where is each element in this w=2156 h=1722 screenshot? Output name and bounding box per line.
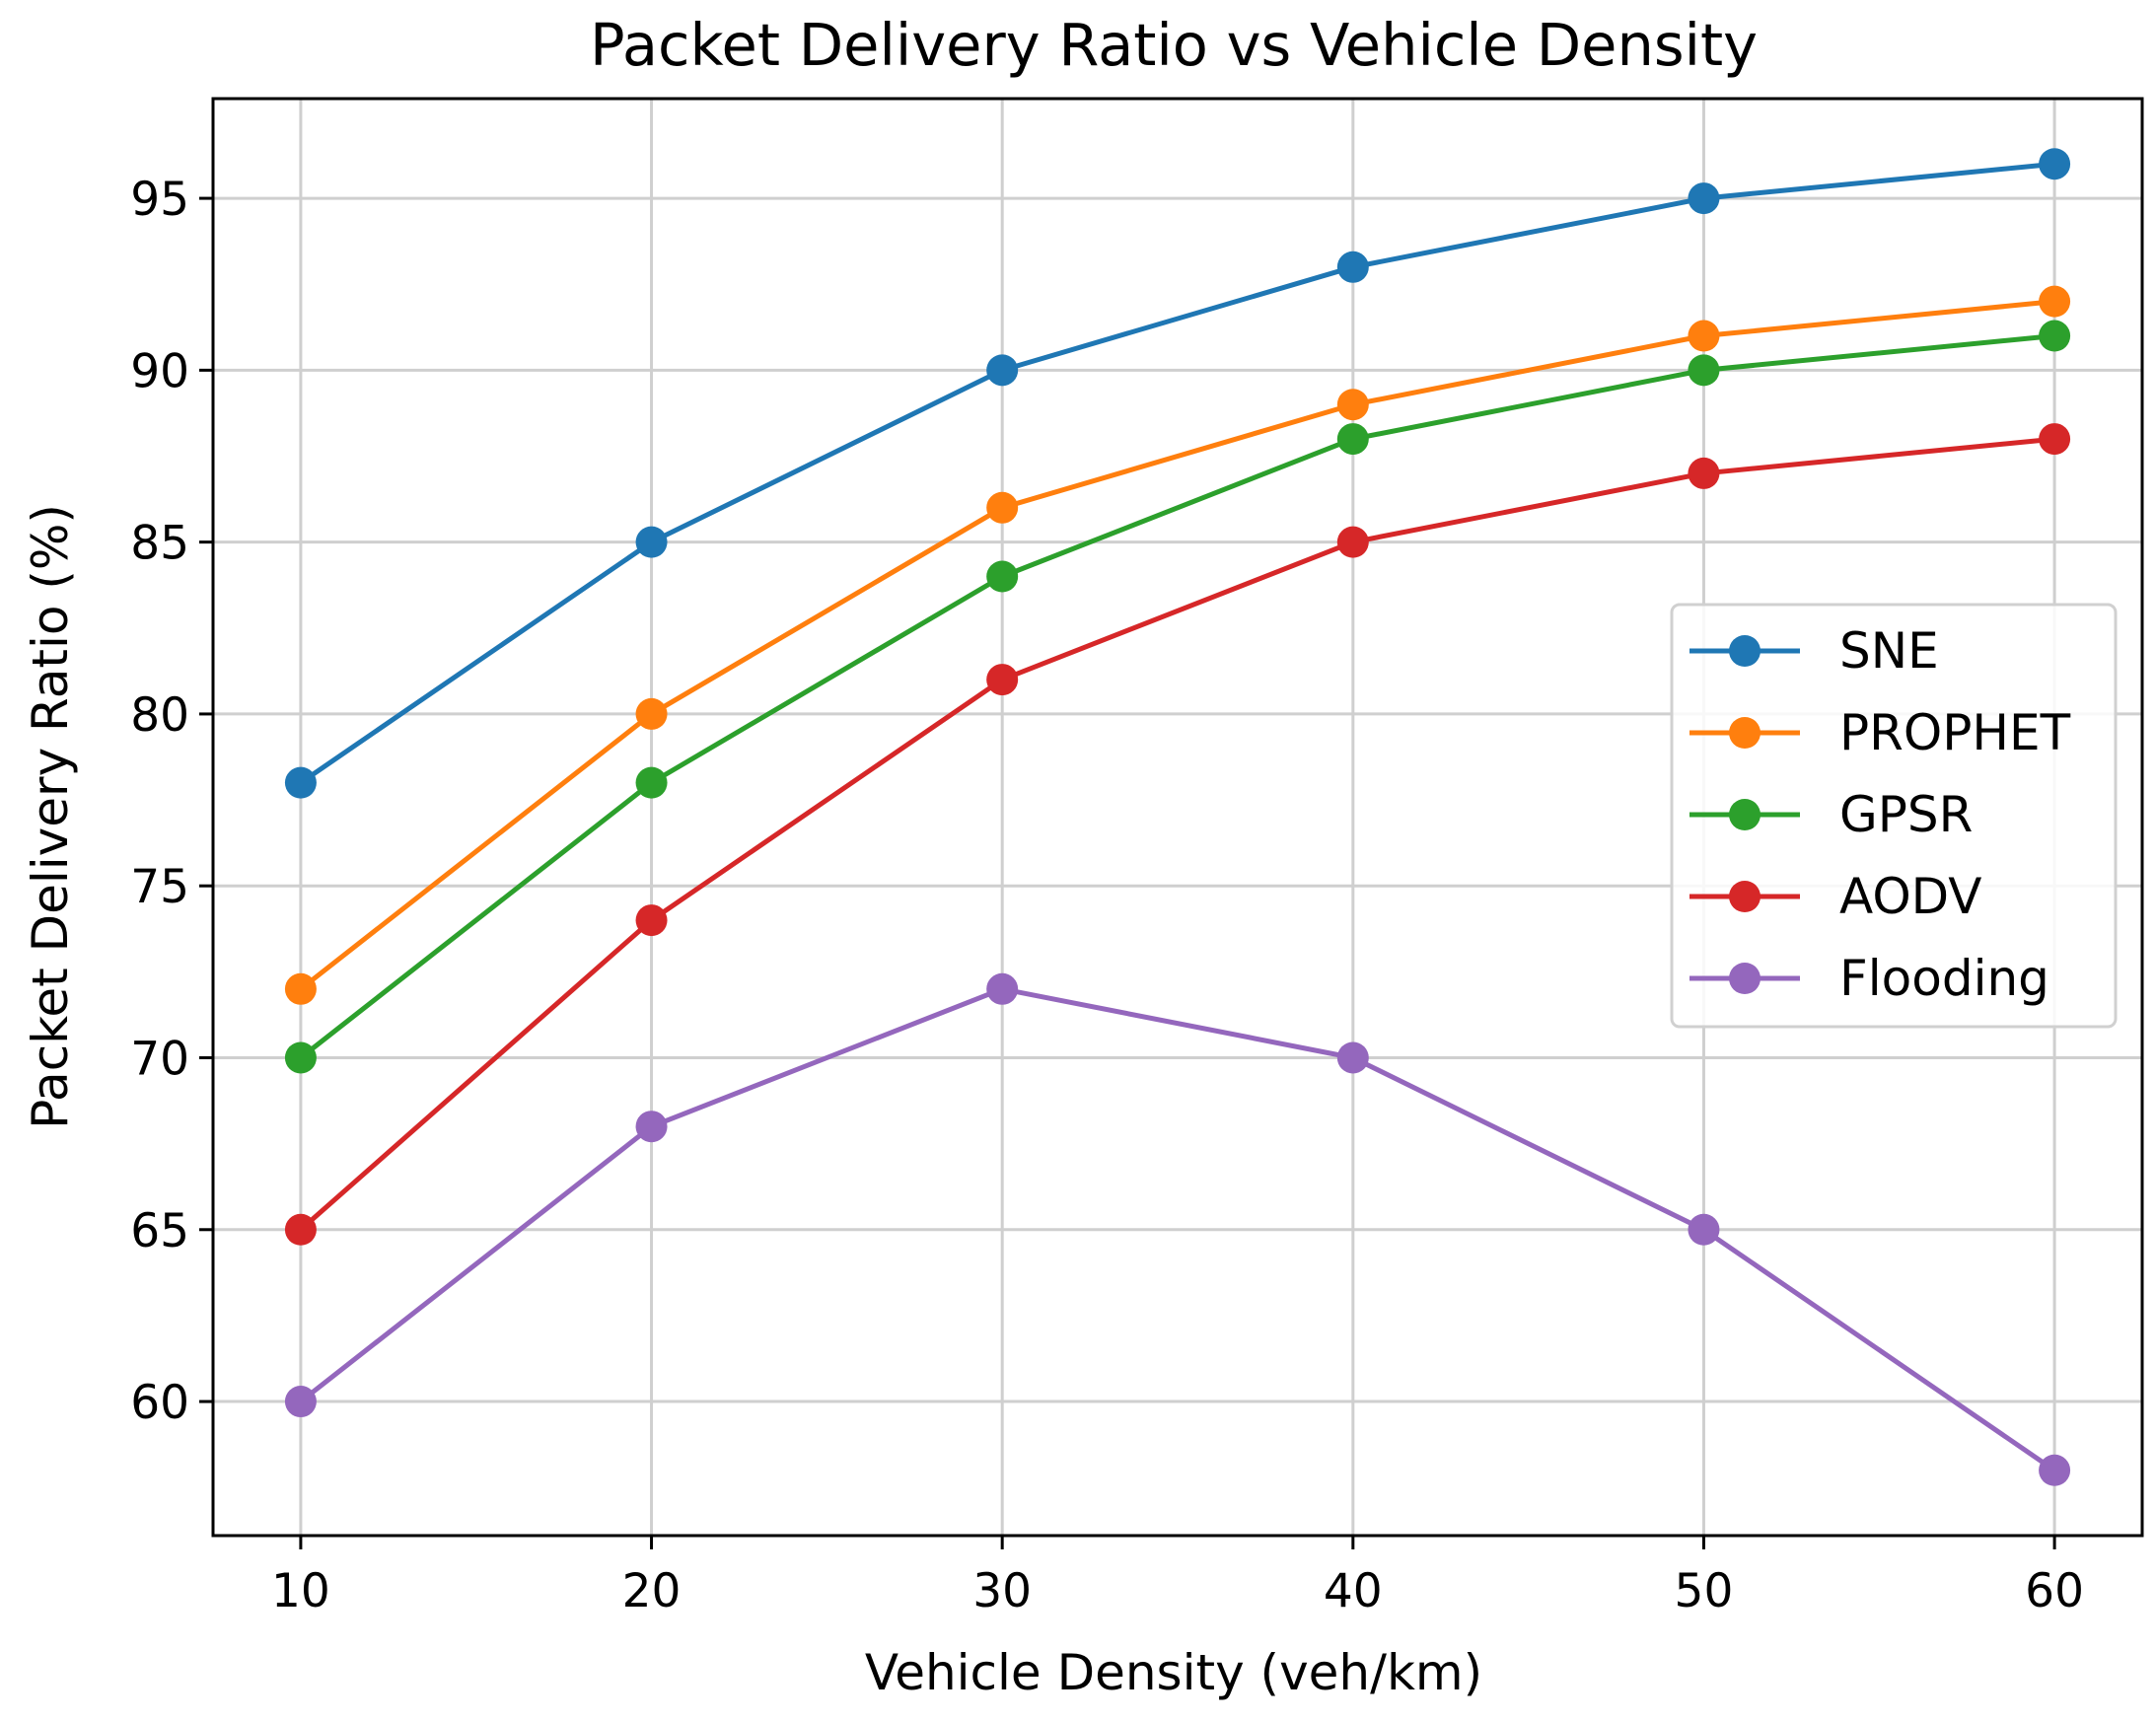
data-point-gpsr	[986, 560, 1019, 593]
legend-swatch-marker-gpsr	[1729, 799, 1761, 830]
legend-label-aodv: AODV	[1839, 868, 1982, 925]
legend-label-prophet: PROPHET	[1839, 704, 2071, 761]
series-gpsr	[284, 320, 2071, 1074]
legend-swatch-marker-sne	[1729, 635, 1761, 667]
x-tick-label: 20	[622, 1564, 682, 1618]
series-line-flooding	[299, 986, 2056, 1472]
data-point-aodv	[986, 664, 1019, 696]
data-point-aodv	[1336, 526, 1369, 558]
series-line-aodv	[299, 436, 2055, 1232]
y-tick-label: 95	[130, 173, 189, 227]
data-point-aodv	[635, 904, 668, 937]
data-point-gpsr	[1688, 354, 1720, 387]
legend-label-flooding: Flooding	[1839, 950, 2049, 1007]
y-axis-label: Packet Delivery Ratio (%)	[22, 504, 79, 1129]
y-tick-label: 90	[130, 344, 189, 398]
series-group	[284, 148, 2071, 1486]
data-point-flooding	[2039, 1454, 2071, 1486]
series-flooding	[284, 972, 2071, 1486]
series-line-prophet	[299, 299, 2055, 991]
data-point-aodv	[1688, 457, 1720, 489]
series-line-gpsr	[299, 333, 2055, 1060]
chart-title: Packet Delivery Ratio vs Vehicle Density	[590, 11, 1758, 79]
legend-swatch-marker-aodv	[1729, 881, 1761, 912]
data-point-prophet	[986, 491, 1019, 524]
x-tick-label: 40	[1324, 1564, 1383, 1618]
data-point-prophet	[2039, 285, 2071, 318]
y-tick-label: 80	[130, 688, 189, 743]
y-tick-label: 75	[130, 860, 189, 914]
data-point-sne	[2039, 148, 2071, 180]
legend-box	[1670, 603, 2118, 1029]
data-point-flooding	[1688, 1213, 1720, 1246]
legend-swatch-marker-flooding	[1729, 963, 1761, 994]
legend-label-sne: SNE	[1839, 622, 1939, 680]
data-point-flooding	[635, 1111, 668, 1143]
y-tick-label: 65	[130, 1204, 189, 1258]
series-sne	[284, 148, 2071, 799]
y-tick-label: 70	[130, 1032, 189, 1086]
x-tick-label: 10	[271, 1564, 330, 1618]
data-point-sne	[1688, 182, 1720, 215]
data-point-prophet	[1336, 389, 1369, 421]
data-point-gpsr	[2039, 320, 2071, 352]
data-point-sne	[284, 766, 317, 799]
data-point-gpsr	[1336, 423, 1369, 456]
data-point-flooding	[986, 972, 1019, 1005]
legend-swatch-marker-prophet	[1729, 717, 1761, 749]
x-axis-label: Vehicle Density (veh/km)	[865, 1644, 1482, 1701]
data-point-flooding	[284, 1386, 317, 1418]
series-aodv	[284, 423, 2071, 1246]
series-prophet	[284, 285, 2071, 1005]
data-point-prophet	[635, 697, 668, 730]
x-tick-label: 30	[972, 1564, 1032, 1618]
data-point-sne	[1336, 251, 1369, 283]
data-point-aodv	[2039, 423, 2071, 456]
data-point-gpsr	[284, 1041, 317, 1074]
data-point-flooding	[1336, 1041, 1369, 1074]
x-tick-label: 50	[1675, 1564, 1734, 1618]
data-point-aodv	[284, 1213, 317, 1246]
data-point-prophet	[284, 972, 317, 1005]
data-point-sne	[986, 354, 1019, 387]
data-point-sne	[635, 526, 668, 558]
y-tick-label: 60	[130, 1376, 189, 1430]
plot-frame	[211, 97, 2144, 1538]
y-tick-label: 85	[130, 517, 189, 571]
x-tick-label: 60	[2025, 1564, 2084, 1618]
axis-ticks: 10 20 30 40 50 60 60 65 70 75 80 85 90 95	[130, 173, 2084, 1618]
legend: SNE PROPHET GPSR AODV Flooding	[1670, 603, 2118, 1029]
legend-label-gpsr: GPSR	[1839, 786, 1973, 843]
data-point-gpsr	[635, 766, 668, 799]
data-point-prophet	[1688, 320, 1720, 352]
series-line-sne	[299, 161, 2055, 785]
